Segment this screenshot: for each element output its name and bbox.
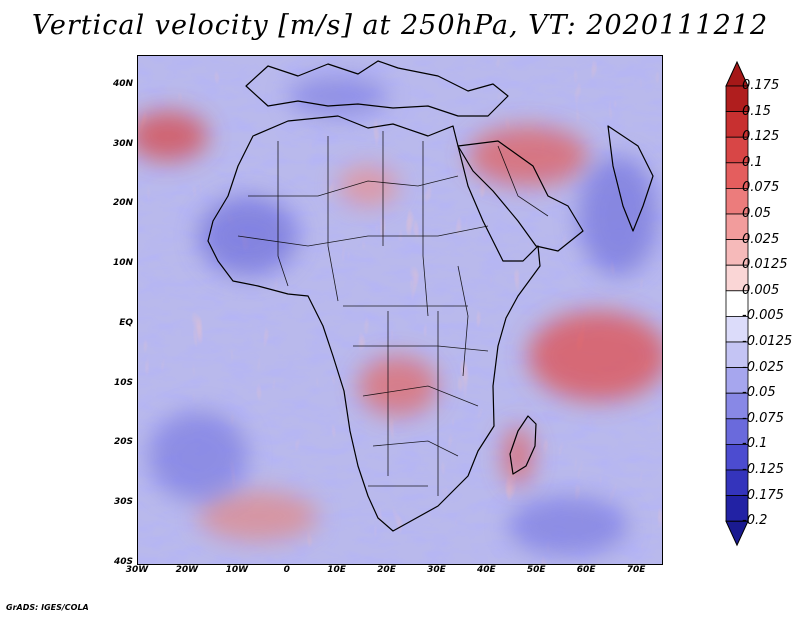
colorbar-level-label: 0.005 (742, 282, 780, 298)
india-coastline (607, 125, 654, 232)
lat-tick-label: 20S (113, 437, 133, 448)
colorbar-level-label: 0.1 (742, 154, 763, 170)
lon-tick-label: 10E (327, 565, 346, 575)
africa-coastline (207, 115, 541, 532)
lon-tick-label: 70E (626, 565, 646, 575)
colorbar-level-label: 0.175 (742, 78, 780, 93)
lat-tick-label: 20N (112, 198, 133, 209)
plot-title: Vertical velocity [m/s] at 250hPa, VT: 2… (31, 10, 769, 41)
lat-tick-label: 40N (112, 78, 133, 89)
colorbar-level-label: -0.125 (742, 462, 784, 477)
lat-tick-label: EQ (119, 317, 133, 328)
madagascar-coastline (509, 415, 537, 475)
grads-credit: GrADS: IGES/COLA (6, 603, 89, 612)
coastlines (207, 60, 654, 532)
arabia-coastline (457, 140, 584, 252)
lat-tick-label: 10N (112, 258, 133, 269)
lon-tick-label: 60E (576, 565, 596, 575)
colorbar-level-label: -0.025 (742, 359, 784, 375)
lon-tick-label: 0 (283, 565, 290, 575)
lon-tick-label: 30W (125, 565, 149, 575)
lon-tick-label: 40E (476, 565, 496, 575)
lon-tick-label: 50E (526, 565, 546, 575)
colorbar-level-label: 0.0125 (742, 257, 788, 273)
lon-tick-label: 30E (427, 565, 446, 575)
colorbar-bottom-arrow (725, 520, 749, 547)
lon-tick-label: 20W (175, 565, 199, 575)
map-panel (137, 55, 663, 565)
lon-tick-label: 10W (225, 565, 249, 575)
colorbar-level-label: -0.005 (742, 308, 784, 324)
colorbar-level-label: 0.075 (742, 180, 780, 196)
lat-tick-label: 30S (113, 497, 133, 508)
lon-tick-label: 20E (377, 565, 396, 575)
ascent-patches (138, 111, 662, 541)
colorbar-level-label: -0.0125 (742, 334, 793, 349)
lat-tick-label: 10S (113, 377, 133, 388)
colorbar-level-label: -0.075 (742, 410, 784, 426)
colorbar-level-label: -0.2 (742, 513, 768, 529)
colorbar-level-label: 0.125 (742, 129, 780, 145)
velocity-field-map (138, 56, 662, 564)
country-borders (237, 131, 549, 496)
colorbar-level-label: -0.05 (742, 385, 776, 401)
europe-coastline (245, 60, 509, 117)
lat-tick-label: 30N (112, 138, 133, 149)
colorbar-level-label: -0.175 (742, 487, 784, 503)
colorbar-level-label: -0.1 (742, 436, 768, 452)
lat-tick-label: 40S (113, 557, 133, 567)
colorbar-level-label: 0.025 (742, 231, 780, 247)
descent-patches (148, 76, 658, 556)
colorbar-level-label: 0.05 (742, 206, 771, 221)
colorbar-level-label: 0.15 (742, 103, 771, 119)
colorbar (725, 60, 749, 547)
